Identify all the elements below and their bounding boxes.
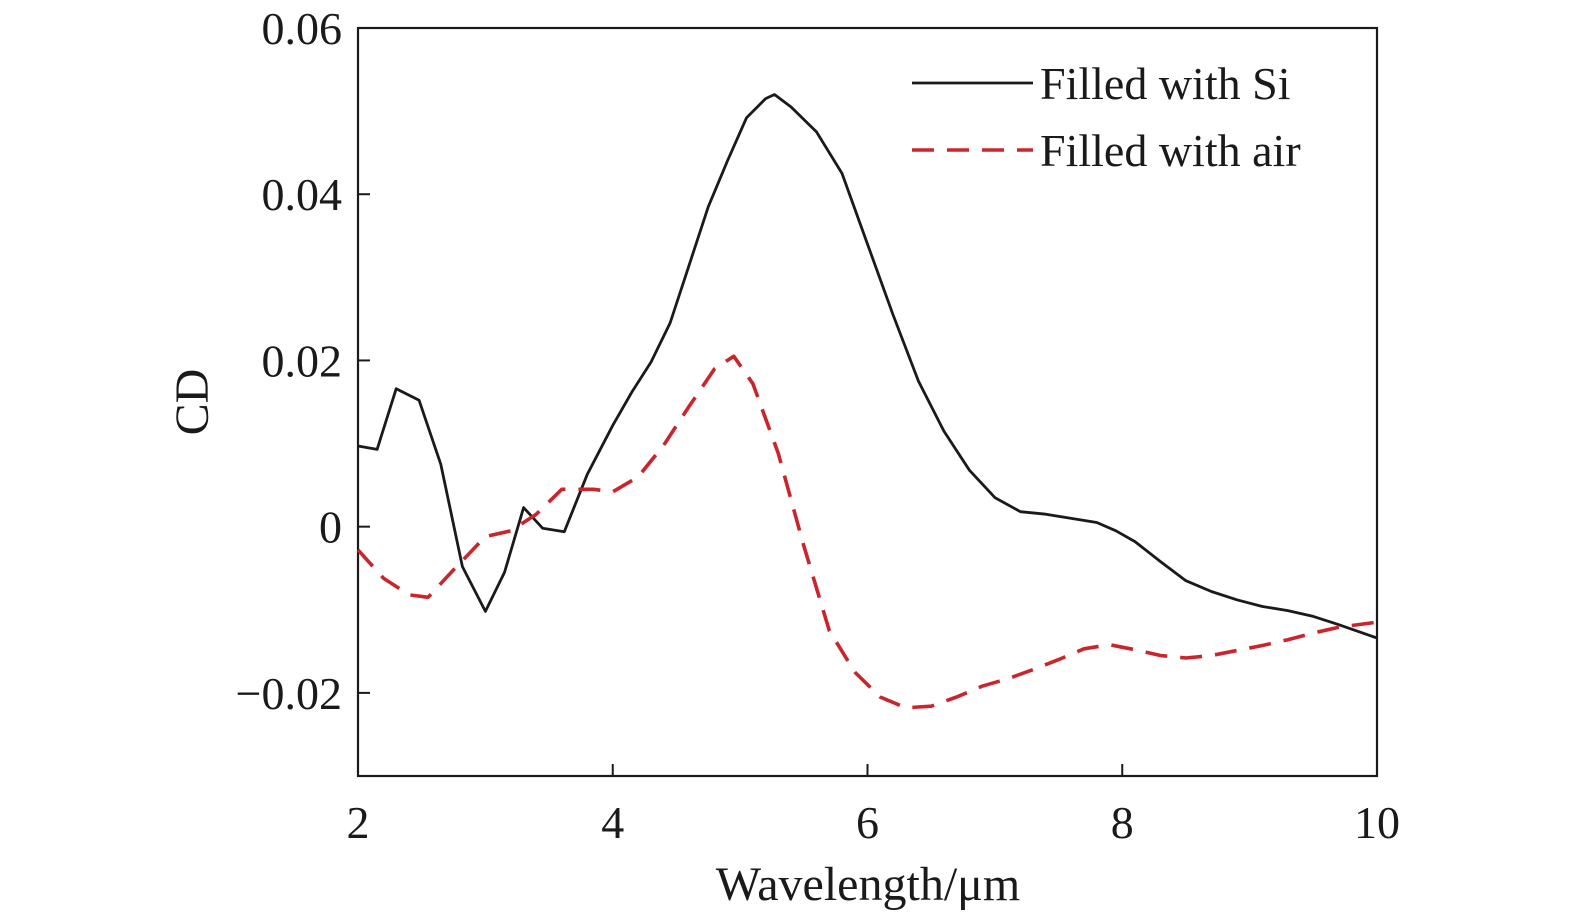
y-axis: −0.02 0 0.02 0.04 0.06 <box>236 3 370 719</box>
x-tick-label: 6 <box>856 797 879 848</box>
y-tick-label: 0.06 <box>262 3 343 54</box>
y-axis-title: CD <box>166 369 219 436</box>
x-tick-label: 10 <box>1354 797 1400 848</box>
x-tick-label: 4 <box>601 797 624 848</box>
y-tick-label: −0.02 <box>236 668 342 719</box>
plot-lines <box>356 93 1378 710</box>
series-line-1 <box>357 93 1378 640</box>
y-tick-label: 0 <box>319 502 342 553</box>
y-tick-label: 0.02 <box>262 335 343 386</box>
x-axis: 2 4 6 8 10 <box>347 764 1400 848</box>
y-tick-label: 0.04 <box>262 169 343 220</box>
legend-label-1: Filled with Si <box>1040 58 1290 109</box>
legend: Filled with Si Filled with air <box>912 58 1301 176</box>
x-tick-label: 8 <box>1111 797 1134 848</box>
x-axis-title: Wavelength/μm <box>716 858 1020 911</box>
x-tick-label: 2 <box>347 797 370 848</box>
legend-label-2: Filled with air <box>1040 125 1301 176</box>
series-line-2 <box>356 354 1378 710</box>
